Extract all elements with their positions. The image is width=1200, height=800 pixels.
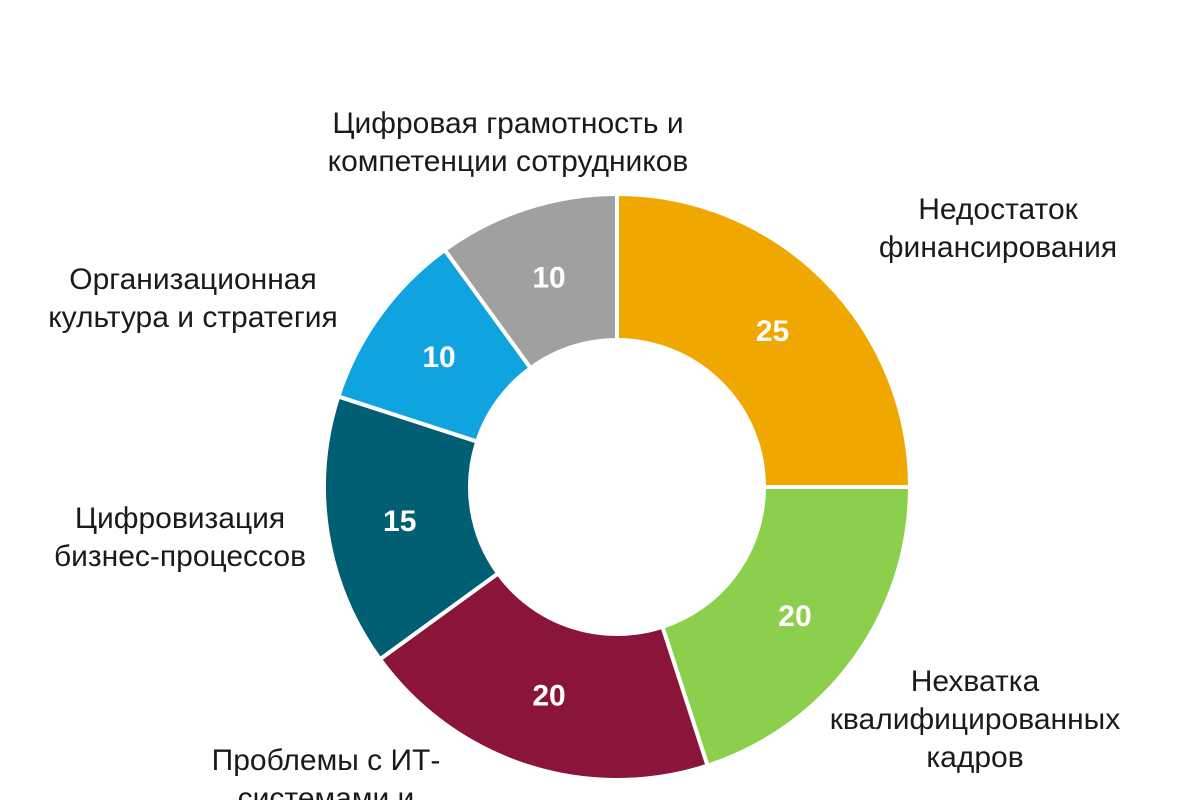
category-label-line: Цифровизация: [75, 502, 285, 535]
category-label-line: кадров: [926, 741, 1023, 774]
slice-value-label: 20: [778, 600, 811, 633]
slice-category-label: Организационная культура и стратегия: [48, 263, 338, 334]
category-label-line: бизнес-процессов: [54, 540, 306, 573]
donut-slice: [615, 191, 913, 489]
category-label-line: Недостаток: [918, 193, 1078, 226]
category-label-line: квалифицированных: [830, 703, 1120, 736]
slice-category-label: Нехватка квалифицированных кадров: [830, 665, 1120, 774]
category-label-line: Нехватка: [911, 665, 1040, 698]
slice-value-label: 25: [756, 315, 789, 348]
category-label-line: культура и стратегия: [48, 301, 338, 334]
donut-slice: [377, 570, 711, 782]
donut-slices: [322, 191, 913, 782]
slice-category-label: Недостаток финансирования: [879, 193, 1117, 264]
category-label-line: финансирования: [879, 231, 1117, 264]
category-labels: Недостаток финансирования Нехватка квалифиц…: [48, 107, 1120, 800]
slice-value-label: 20: [532, 680, 565, 713]
value-labels: 25 20 20 15 10 10: [383, 261, 812, 712]
category-label-line: Организационная: [69, 263, 316, 296]
donut-slice: [322, 393, 501, 663]
category-label-line: Проблемы с ИТ-: [212, 744, 441, 777]
slice-category-label: Цифровизация бизнес-процессов: [54, 502, 306, 573]
slice-category-label: Цифровая грамотность и компетенции сотруд…: [328, 107, 689, 178]
donut-slice: [659, 485, 913, 769]
slice-value-label: 10: [422, 341, 455, 374]
category-label-line: системами и: [238, 782, 415, 800]
slice-category-label: Проблемы с ИТ-системами и: [212, 744, 441, 800]
category-label-line: Цифровая грамотность и: [332, 107, 683, 140]
slice-value-label: 15: [383, 505, 416, 538]
donut-slice: [441, 191, 619, 371]
slice-value-label: 10: [532, 261, 565, 294]
category-label-line: компетенции сотрудников: [328, 145, 689, 178]
